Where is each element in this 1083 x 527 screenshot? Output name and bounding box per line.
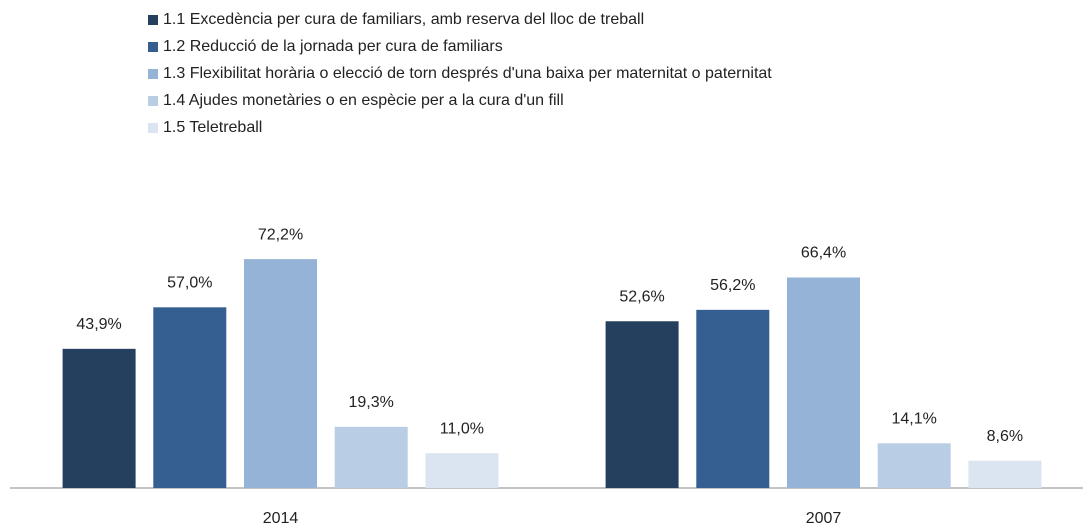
bar — [153, 307, 227, 488]
data-label: 66,4% — [801, 245, 846, 262]
data-label: 56,2% — [710, 277, 755, 294]
x-tick-label: 2007 — [806, 510, 842, 527]
legend-swatch — [148, 42, 158, 52]
x-tick-label: 2014 — [263, 510, 299, 527]
bar — [877, 443, 951, 488]
legend-swatch — [148, 123, 158, 133]
data-label: 43,9% — [76, 316, 121, 333]
data-label: 57,0% — [167, 275, 212, 292]
data-label: 72,2% — [258, 226, 303, 243]
bar — [425, 453, 499, 488]
legend-swatch — [148, 15, 158, 25]
bar — [696, 309, 770, 488]
data-label: 14,1% — [892, 411, 937, 428]
bar — [605, 321, 679, 488]
data-label: 19,3% — [349, 394, 394, 411]
bar — [334, 426, 408, 488]
legend-label: 1.2 Reducció de la jornada per cura de f… — [163, 38, 503, 55]
data-label: 11,0% — [440, 420, 484, 437]
legend-swatch — [148, 96, 158, 106]
legend-swatch — [148, 69, 158, 79]
bar — [968, 460, 1042, 488]
legend-label: 1.5 Teletreball — [163, 119, 262, 136]
data-label: 52,6% — [619, 288, 664, 305]
bar — [62, 348, 136, 488]
legend-label: 1.3 Flexibilitat horària o elecció de to… — [163, 65, 772, 82]
bar — [244, 259, 317, 488]
data-label: 8,6% — [987, 428, 1023, 445]
legend-label: 1.1 Excedència per cura de familiars, am… — [163, 11, 644, 28]
bar — [787, 277, 860, 488]
legend-label: 1.4 Ajudes monetàries o en espècie per a… — [163, 92, 564, 109]
